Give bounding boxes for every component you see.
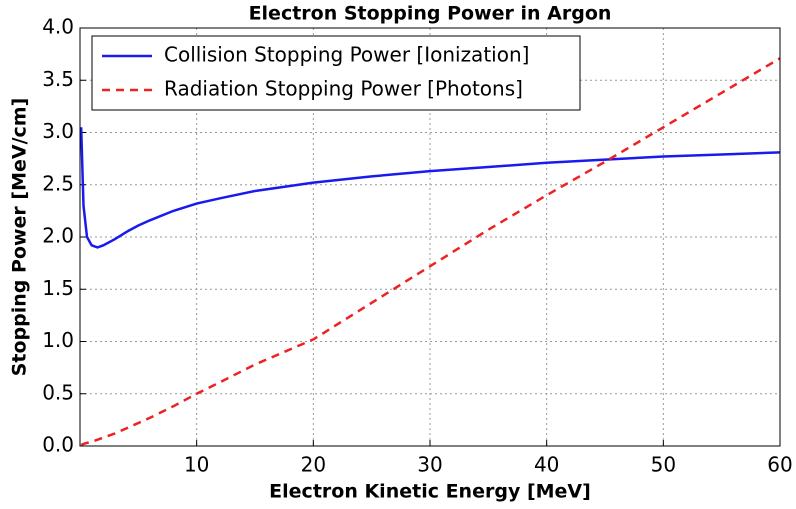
y-tick-label: 0.0 [42, 433, 74, 457]
x-tick-label: 40 [534, 453, 559, 477]
chart-title: Electron Stopping Power in Argon [249, 3, 612, 25]
legend-box [91, 35, 581, 111]
y-tick-label: 1.5 [42, 276, 74, 300]
x-axis-label: Electron Kinetic Energy [MeV] [269, 481, 591, 503]
y-tick-label: 2.0 [42, 224, 74, 248]
plot-frame [79, 27, 781, 447]
y-tick-label: 4.0 [42, 15, 74, 39]
x-tick-label: 30 [417, 453, 442, 477]
y-tick-label: 3.0 [42, 119, 74, 143]
y-tick-label: 2.5 [42, 171, 74, 195]
y-axis-label: Stopping Power [MeV/cm] [9, 98, 31, 377]
legend-label: Radiation Stopping Power [Photons] [164, 77, 523, 101]
x-tick-label: 60 [767, 453, 792, 477]
legend-label: Collision Stopping Power [Ionization] [164, 43, 529, 67]
plot-lines [80, 57, 780, 446]
data-line [80, 57, 780, 446]
y-tick-label: 0.5 [42, 380, 74, 404]
y-tick-label: 1.0 [42, 328, 74, 352]
y-tick-label: 3.5 [42, 67, 74, 91]
x-tick-label: 50 [651, 453, 676, 477]
data-line [80, 127, 780, 249]
x-tick-label: 20 [301, 453, 326, 477]
x-tick-label: 10 [184, 453, 209, 477]
